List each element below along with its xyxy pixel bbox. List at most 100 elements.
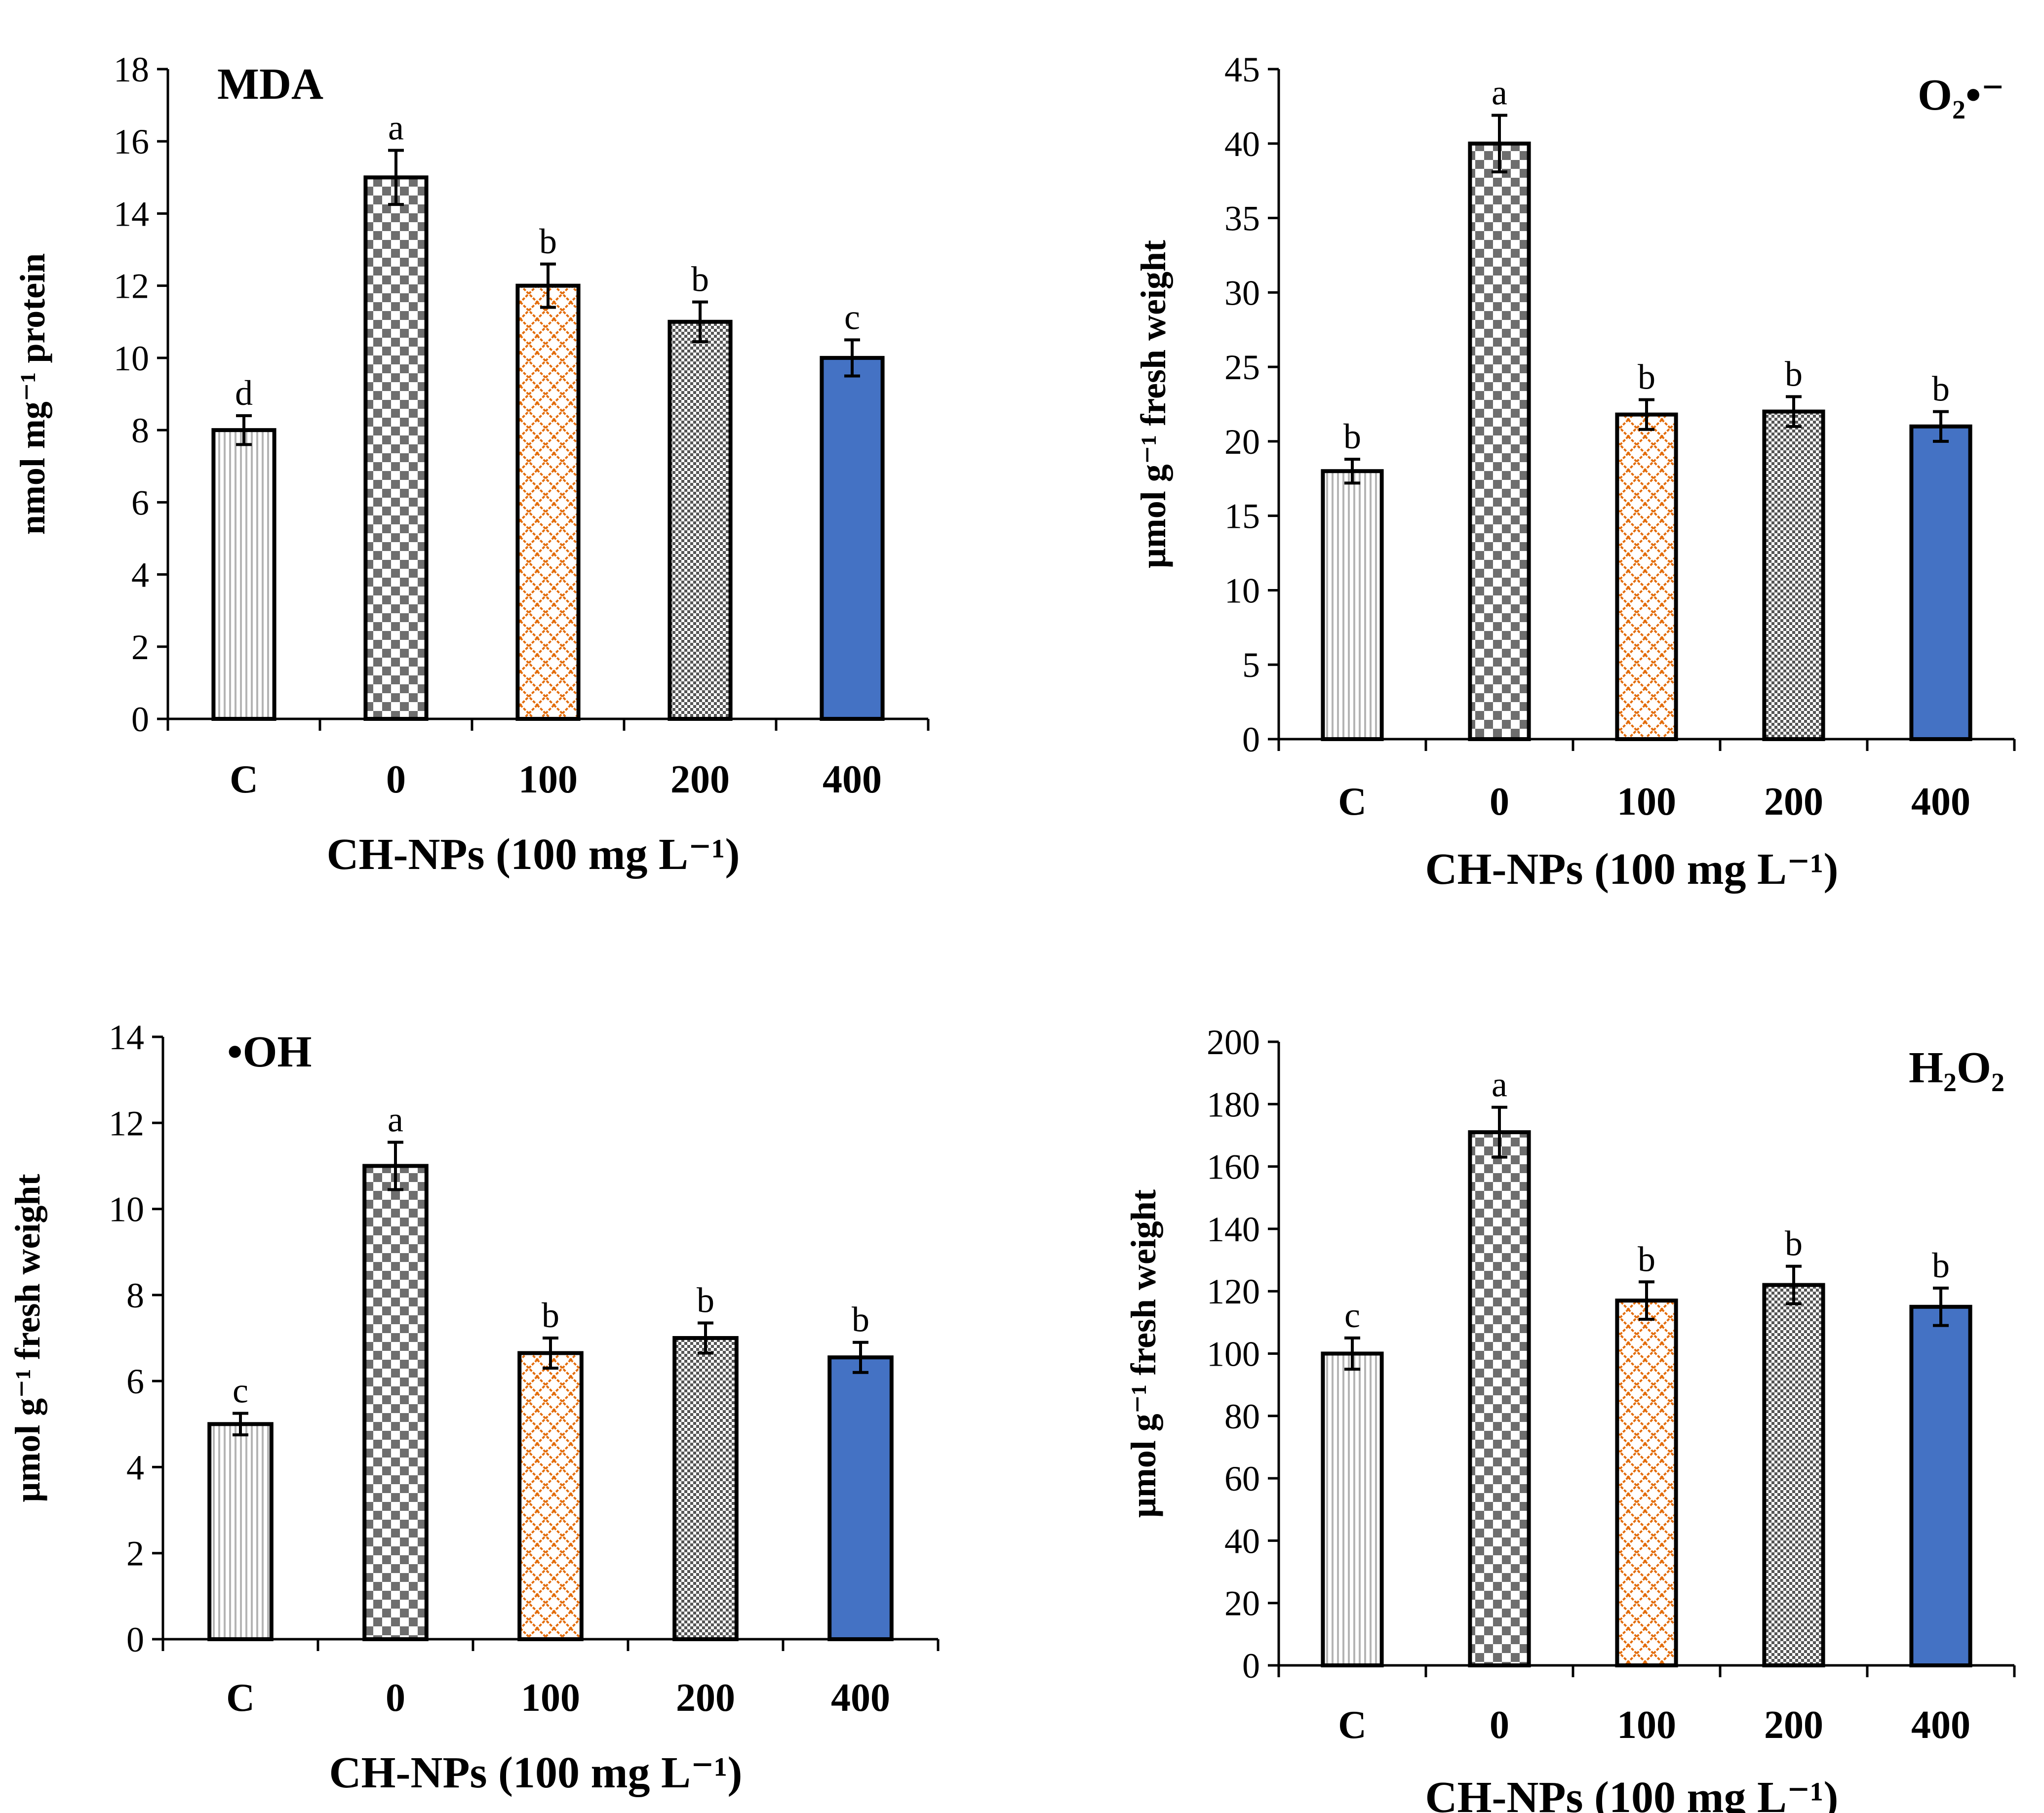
significance-letter: c	[1344, 1296, 1360, 1335]
chart-panel-4: 0 20 40 60 80 100 120 140 160 180 200 c Ca 0 b 100 b 200 b…	[1124, 1023, 2016, 1813]
bar-0	[362, 1164, 429, 1641]
significance-letter: b	[697, 1281, 714, 1320]
y-tick-label: 14	[114, 194, 149, 234]
y-tick-label: 100	[1207, 1335, 1260, 1374]
significance-letter: d	[235, 373, 253, 413]
bar-0	[363, 175, 429, 721]
y-tick-label: 10	[114, 339, 149, 378]
y-tick-label: 0	[1242, 1646, 1260, 1686]
y-tick-label: 35	[1224, 199, 1260, 238]
bar-400	[820, 355, 885, 721]
y-axis-title: μmol g⁻¹ fresh weight	[1124, 1189, 1163, 1518]
significance-letter: a	[388, 108, 404, 148]
bar-200	[1762, 409, 1825, 741]
y-tick-label: 10	[109, 1190, 144, 1229]
bar-C	[207, 1422, 274, 1641]
x-axis-title: CH-NPs (100 mg L⁻¹)	[1425, 845, 1839, 894]
bar-200	[672, 1336, 739, 1641]
significance-letter: b	[1638, 1239, 1655, 1279]
x-category-label: 400	[831, 1676, 890, 1720]
y-tick-label: 25	[1224, 348, 1260, 387]
y-tick-label: 8	[126, 1276, 144, 1315]
y-axis-title: μmol g⁻¹ fresh weight	[1134, 240, 1173, 568]
y-tick-label: 12	[109, 1104, 144, 1143]
bar-C	[211, 428, 276, 721]
significance-letter: a	[1492, 73, 1507, 112]
significance-letter: b	[1785, 1224, 1803, 1263]
bar-100	[1615, 412, 1678, 741]
x-category-label: 100	[521, 1676, 580, 1720]
y-tick-label: 18	[114, 50, 149, 89]
bar-100	[517, 1351, 584, 1641]
bar-400	[1909, 1304, 1972, 1667]
y-tick-label: 8	[131, 411, 149, 450]
y-tick-label: 10	[1224, 571, 1260, 610]
y-tick-label: 140	[1207, 1210, 1260, 1249]
x-category-label: C	[1338, 1703, 1367, 1747]
bar-400	[827, 1355, 894, 1642]
bar-200	[1762, 1283, 1825, 1668]
y-tick-label: 30	[1224, 273, 1260, 313]
x-category-label: 200	[1764, 780, 1823, 824]
significance-letter: b	[852, 1300, 869, 1340]
x-category-label: 0	[386, 758, 406, 801]
chart-title: O₂•⁻	[1918, 71, 2005, 119]
y-tick-label: 4	[131, 555, 149, 595]
x-category-label: 100	[518, 758, 578, 801]
significance-letter: b	[1785, 354, 1803, 394]
x-category-label: 400	[823, 758, 882, 801]
x-category-label: C	[226, 1676, 255, 1720]
y-tick-label: 4	[126, 1448, 144, 1487]
y-tick-label: 12	[114, 267, 149, 306]
chart-panel-1: 0 2 4 6 8 10 12 14 16 18 d Ca 0 b 100 b 200 c 400 CH-NPs (1…	[13, 50, 930, 879]
x-category-label: C	[230, 758, 258, 801]
y-tick-label: 6	[126, 1362, 144, 1401]
bar-100	[1615, 1299, 1678, 1667]
significance-letter: a	[1492, 1065, 1507, 1104]
y-tick-label: 0	[1242, 720, 1260, 759]
chart-title: H₂O₂	[1909, 1043, 2005, 1092]
significance-letter: a	[388, 1100, 403, 1140]
x-axis-title: CH-NPs (100 mg L⁻¹)	[327, 830, 740, 879]
chart-panel-3: 0 2 4 6 8 10 12 14 c Ca 0 b 100 b 200 b 400 CH-NPs (100 m…	[8, 1018, 940, 1797]
x-category-label: C	[1338, 780, 1367, 824]
x-category-label: 200	[670, 758, 730, 801]
significance-letter: b	[542, 1296, 559, 1335]
significance-letter: c	[233, 1371, 248, 1411]
y-tick-label: 14	[109, 1018, 144, 1057]
y-tick-label: 2	[126, 1534, 144, 1574]
y-tick-label: 0	[131, 700, 149, 739]
significance-letter: b	[691, 260, 709, 299]
x-category-label: 100	[1617, 1703, 1676, 1747]
chart-title: MDA	[217, 60, 323, 109]
bar-400	[1909, 424, 1972, 741]
y-tick-label: 6	[131, 483, 149, 522]
x-category-label: 400	[1911, 1703, 1970, 1747]
y-tick-label: 200	[1207, 1023, 1260, 1062]
x-axis-title: CH-NPs (100 mg L⁻¹)	[329, 1748, 743, 1797]
x-category-label: 200	[1764, 1703, 1823, 1747]
bar-0	[1468, 141, 1531, 741]
significance-letter: b	[1638, 357, 1655, 396]
y-tick-label: 15	[1224, 497, 1260, 536]
y-axis-title: nmol mg⁻¹ protein	[13, 253, 52, 535]
y-axis-title: μmol g⁻¹ fresh weight	[8, 1174, 47, 1502]
x-category-label: 100	[1617, 780, 1676, 824]
y-tick-label: 5	[1242, 645, 1260, 685]
bar-100	[515, 283, 581, 721]
y-tick-label: 2	[131, 628, 149, 667]
chart-title: •OH	[227, 1027, 312, 1076]
y-tick-label: 180	[1207, 1085, 1260, 1124]
x-category-label: 0	[1490, 780, 1509, 824]
significance-letter: b	[539, 222, 557, 261]
chart-panel-2: 0 5 10 15 20 25 30 35 40 45 b Ca 0 b 100 b 200 b 400 CH-NPs…	[1134, 50, 2016, 894]
x-axis-title: CH-NPs (100 mg L⁻¹)	[1425, 1773, 1839, 1813]
y-tick-label: 60	[1224, 1459, 1260, 1498]
y-tick-label: 160	[1207, 1147, 1260, 1187]
y-tick-label: 0	[126, 1620, 144, 1659]
y-tick-label: 40	[1224, 124, 1260, 164]
x-category-label: 200	[676, 1676, 735, 1720]
significance-letter: b	[1932, 369, 1950, 409]
